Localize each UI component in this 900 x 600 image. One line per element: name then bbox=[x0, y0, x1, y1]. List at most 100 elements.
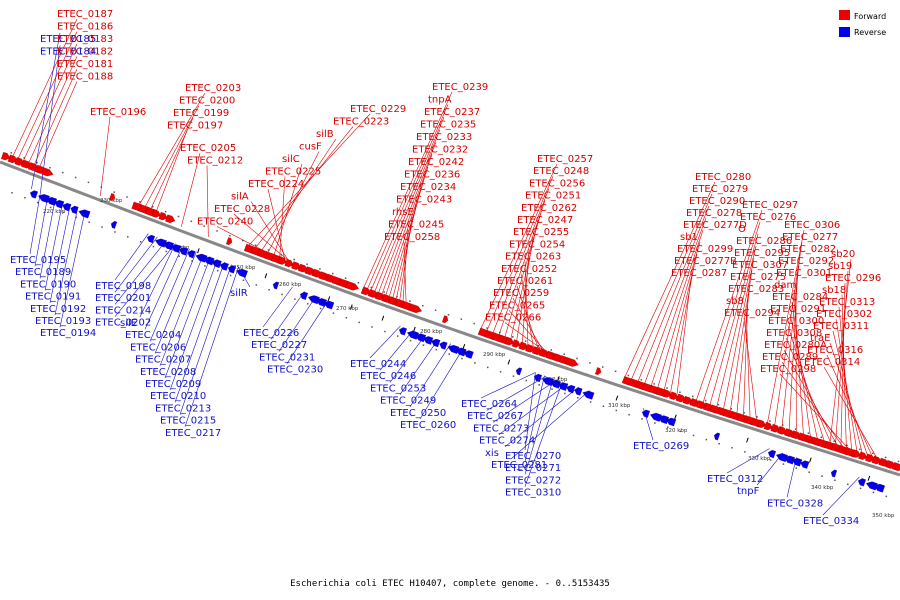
scale-dot bbox=[589, 362, 591, 364]
gene-label: ETEC_0256 bbox=[529, 178, 585, 189]
scale-dot bbox=[564, 392, 566, 395]
gene-label: ETEC_0255 bbox=[513, 227, 569, 238]
label-leader-line bbox=[44, 200, 64, 291]
gene-label: silE bbox=[120, 318, 137, 329]
gene-label: ETEC_0226 bbox=[243, 328, 299, 339]
scale-dot bbox=[24, 196, 26, 199]
scale-dot bbox=[435, 348, 438, 351]
label-leader-line bbox=[509, 224, 538, 345]
forward-gene-arrow bbox=[511, 339, 521, 348]
gene-label: silA bbox=[231, 192, 249, 203]
label-leader-line bbox=[31, 32, 61, 190]
gene-label: ETEC_0245 bbox=[388, 220, 444, 231]
scale-dot bbox=[242, 279, 245, 281]
kbp-tick-label: 260 kbp bbox=[279, 282, 302, 288]
backbone-layer bbox=[0, 160, 900, 477]
gene-label: ETEC_0258 bbox=[384, 232, 440, 243]
kbp-tick-mark bbox=[264, 273, 268, 279]
gene-label: sb19 bbox=[828, 261, 852, 272]
label-leader-line bbox=[184, 267, 239, 427]
scale-dot bbox=[203, 225, 205, 227]
reverse-gene-arrow bbox=[800, 460, 810, 469]
gene-label: ETEC_0252 bbox=[501, 264, 557, 275]
scale-dot bbox=[705, 438, 708, 441]
scale-dot bbox=[691, 395, 694, 398]
scale-dot bbox=[486, 327, 488, 329]
scale-dot bbox=[551, 388, 553, 390]
kbp-tick-mark bbox=[557, 376, 560, 382]
label-leader-line bbox=[369, 325, 401, 359]
gene-label: ETEC_0314 bbox=[804, 357, 860, 368]
label-leader-line bbox=[829, 342, 870, 462]
gene-label: ETEC_0201 bbox=[95, 293, 151, 304]
gene-label: ETEC_0242 bbox=[408, 157, 464, 168]
gene-label: cusF bbox=[299, 142, 322, 153]
reverse-gene-arrow bbox=[179, 247, 189, 256]
reverse-gene-arrow bbox=[792, 458, 803, 467]
gene-label: ETEC_0300 bbox=[768, 316, 824, 327]
gene-label: ETEC_0270 bbox=[505, 451, 561, 462]
label-leader-line bbox=[361, 91, 453, 294]
kbp-tick-mark bbox=[615, 395, 619, 401]
scale-dot bbox=[525, 379, 528, 382]
gene-label: ETEC_0230 bbox=[267, 365, 323, 376]
scale-dot bbox=[384, 330, 386, 333]
scale-dot bbox=[409, 339, 412, 342]
gene-label: ETEC_0212 bbox=[187, 156, 243, 167]
gene-label: ETEC_0186 bbox=[57, 22, 113, 33]
scale-dot bbox=[820, 436, 823, 438]
gene-label: ETEC_0257 bbox=[537, 154, 593, 165]
gene-label: ETEC_0294 bbox=[724, 308, 780, 319]
gene-label: ETEC_0334 bbox=[803, 516, 859, 527]
scale-dot bbox=[769, 459, 772, 461]
label-leader-line bbox=[834, 270, 849, 451]
label-leader-line bbox=[781, 361, 850, 455]
label-leader-line bbox=[179, 264, 232, 415]
label-leader-line bbox=[389, 334, 426, 383]
gene-label: ETEC_0313 bbox=[819, 297, 875, 308]
label-leader-line bbox=[139, 243, 176, 318]
gene-label: ETEC_0236 bbox=[404, 170, 460, 181]
legend-reverse-swatch bbox=[839, 27, 850, 37]
forward-gene-arrow bbox=[505, 337, 514, 346]
scale-dot bbox=[615, 409, 618, 412]
gene-label: ETEC_0279 bbox=[692, 184, 748, 195]
scale-dot bbox=[563, 353, 565, 355]
scale-dot bbox=[75, 216, 78, 219]
gene-label: ETEC_0182 bbox=[57, 47, 113, 58]
forward-gene-arrow bbox=[109, 193, 116, 201]
gene-label: ETEC_0310 bbox=[505, 488, 561, 499]
gene-label: ETEC_0228 bbox=[214, 204, 270, 215]
forward-gene-arrow bbox=[277, 256, 287, 265]
forward-gene-arrow bbox=[151, 209, 161, 218]
gene-label: ETEC_0209 bbox=[145, 379, 201, 390]
reverse-gene-arrow bbox=[423, 336, 434, 345]
reverse-gene-arrow bbox=[463, 350, 474, 359]
label-leader-line bbox=[279, 176, 286, 264]
gene-label: ETEC_0223 bbox=[333, 117, 389, 128]
label-leader-line bbox=[676, 277, 692, 401]
gene-label: ETEC_0269 bbox=[633, 441, 689, 452]
label-leader-line bbox=[478, 163, 558, 335]
gene-label: ETEC_0328 bbox=[767, 498, 823, 509]
gene-label: ETEC_0240 bbox=[197, 217, 253, 228]
reverse-gene-arrow bbox=[574, 387, 583, 396]
scale-dot bbox=[666, 387, 668, 389]
scale-dot bbox=[704, 399, 707, 402]
gene-label: ETEC_0188 bbox=[57, 72, 113, 83]
gene-label: ETEC_0207 bbox=[135, 355, 191, 366]
label-leader-line bbox=[642, 217, 707, 390]
kbp-tick-mark bbox=[746, 437, 749, 443]
scale-dot bbox=[679, 391, 681, 394]
reverse-gene-arrow bbox=[110, 221, 118, 229]
forward-gene-arrow bbox=[777, 426, 788, 435]
forward-gene-arrow bbox=[662, 389, 672, 398]
label-leader-line bbox=[635, 205, 710, 387]
reverse-gene-arrow bbox=[163, 241, 175, 251]
kbp-tick-mark bbox=[674, 414, 677, 420]
scale-dot bbox=[319, 268, 321, 270]
scale-dot bbox=[74, 176, 77, 179]
label-leader-line bbox=[114, 243, 176, 317]
forward-gene-arrow bbox=[284, 258, 294, 268]
gene-label: ETEC_0195 bbox=[10, 255, 66, 266]
